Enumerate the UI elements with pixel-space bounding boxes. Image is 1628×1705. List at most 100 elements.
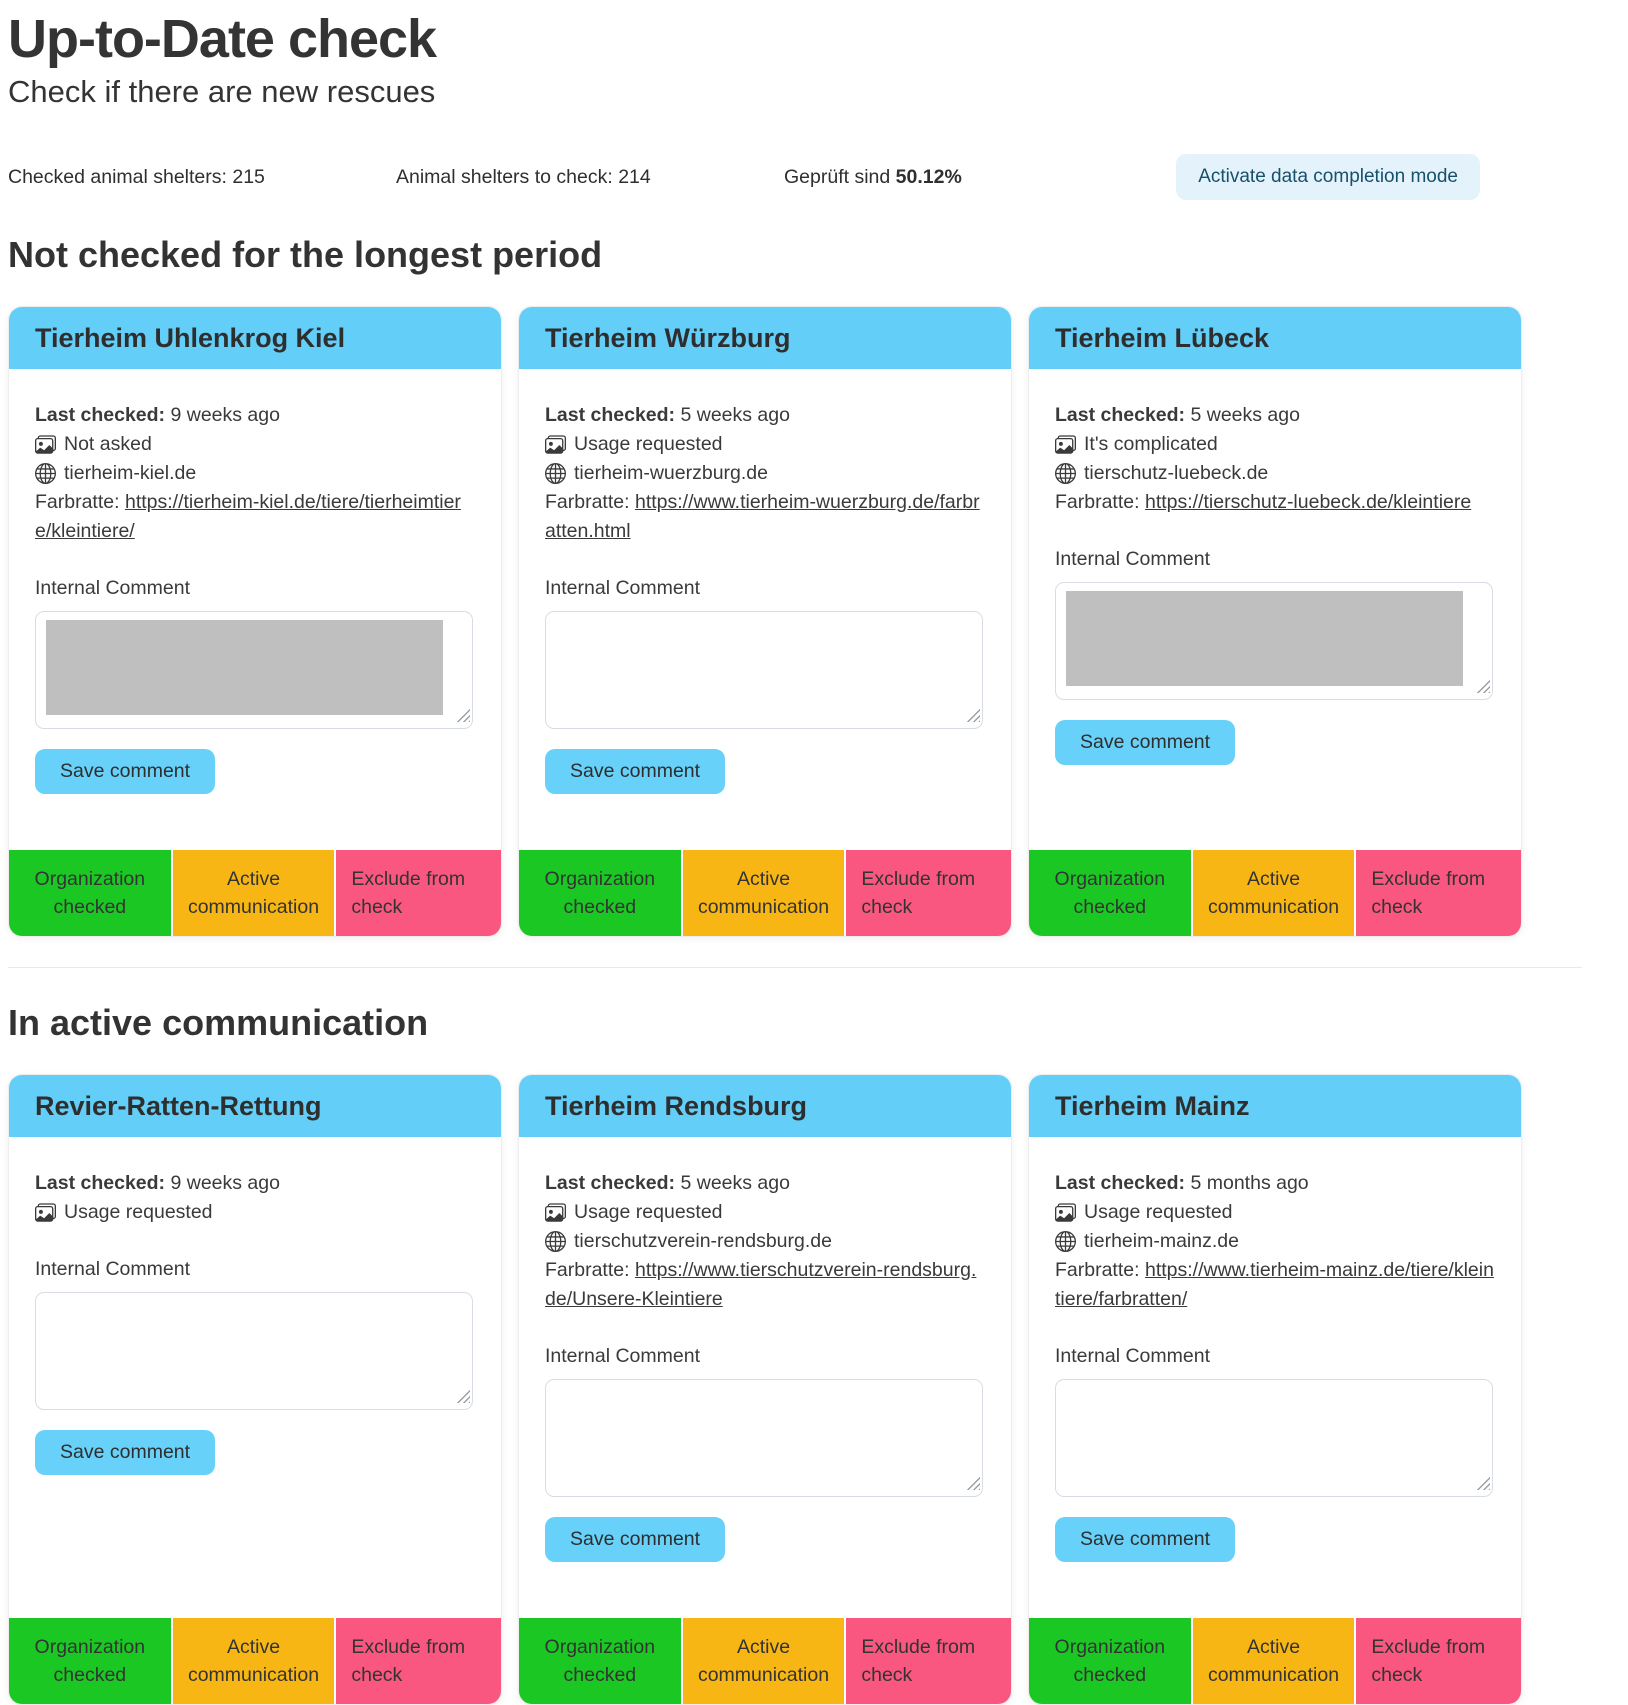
internal-comment-input[interactable]	[35, 1292, 473, 1410]
photo-status: Usage requested	[64, 1201, 213, 1223]
save-comment-button[interactable]: Save comment	[1055, 720, 1236, 765]
internal-comment-input[interactable]	[1055, 582, 1493, 700]
photo-status: Usage requested	[574, 433, 723, 455]
page-title: Up-to-Date check	[8, 9, 437, 69]
save-comment-button[interactable]: Save comment	[35, 1430, 216, 1475]
farbratte-link[interactable]: https://tierheim-kiel.de/tiere/tierheimt…	[35, 491, 461, 542]
globe-icon	[545, 463, 566, 484]
last-checked-label: Last checked:	[35, 404, 166, 426]
photo-status-line: Usage requested	[545, 1198, 985, 1227]
farbratte-link[interactable]: https://tierschutz-luebeck.de/kleintiere	[1144, 491, 1472, 513]
last-checked-line: Last checked: 9 weeks ago	[35, 1169, 475, 1198]
globe-icon	[1055, 463, 1076, 484]
website-line: tierschutzverein-rendsburg.de	[545, 1227, 985, 1256]
shelter-card: Tierheim Würzburg Last checked: 5 weeks …	[518, 306, 1012, 937]
last-checked-label: Last checked:	[545, 404, 676, 426]
exclude-from-check-button[interactable]: Exclude from check	[1356, 1618, 1521, 1704]
exclude-from-check-button[interactable]: Exclude from check	[846, 850, 1011, 936]
card-footer: Organization checked Active communicatio…	[9, 1618, 501, 1704]
activate-data-completion-button[interactable]: Activate data completion mode	[1176, 154, 1480, 200]
internal-comment-label: Internal Comment	[545, 1345, 700, 1367]
shelter-card: Tierheim Uhlenkrog Kiel Last checked: 9 …	[8, 306, 502, 937]
last-checked-line: Last checked: 5 weeks ago	[1055, 401, 1495, 430]
organization-checked-button[interactable]: Organization checked	[1029, 850, 1191, 936]
card-body: Last checked: 5 months ago Usage request…	[1029, 1137, 1521, 1618]
save-comment-button[interactable]: Save comment	[545, 1517, 726, 1562]
stat-value: 215	[232, 165, 265, 188]
internal-comment-input[interactable]	[545, 1379, 983, 1497]
images-icon	[1055, 434, 1076, 455]
photo-status: Usage requested	[574, 1201, 723, 1223]
card-grid: Tierheim Uhlenkrog Kiel Last checked: 9 …	[8, 306, 1522, 937]
active-communication-button[interactable]: Active communication	[682, 1618, 845, 1704]
stat-value: 214	[618, 165, 651, 188]
farbratte-line: Farbratte: https://www.tierheim-wuerzbur…	[545, 488, 985, 546]
active-communication-button[interactable]: Active communication	[172, 850, 335, 936]
images-icon	[545, 434, 566, 455]
internal-comment-label: Internal Comment	[35, 577, 190, 599]
card-body: Last checked: 9 weeks ago Usage requeste…	[9, 1137, 501, 1531]
card-footer: Organization checked Active communicatio…	[1029, 850, 1521, 936]
save-comment-button[interactable]: Save comment	[35, 749, 216, 794]
stat-percent-checked: Geprüft sind 50.12%	[784, 166, 1172, 189]
farbratte-link[interactable]: https://www.tierheim-mainz.de/tiere/klei…	[1055, 1259, 1494, 1310]
exclude-from-check-button[interactable]: Exclude from check	[1356, 850, 1521, 936]
globe-icon	[545, 1231, 566, 1252]
active-communication-button[interactable]: Active communication	[1192, 850, 1355, 936]
last-checked-value: 5 weeks ago	[680, 404, 790, 426]
save-comment-button[interactable]: Save comment	[545, 749, 726, 794]
photo-status-line: Usage requested	[545, 430, 985, 459]
website-line: tierschutz-luebeck.de	[1055, 459, 1495, 488]
last-checked-line: Last checked: 9 weeks ago	[35, 401, 475, 430]
card-footer: Organization checked Active communicatio…	[519, 1618, 1011, 1704]
section-not-checked: Not checked for the longest period Tierh…	[8, 234, 1628, 937]
farbratte-label: Farbratte:	[35, 491, 120, 513]
last-checked-value: 5 weeks ago	[680, 1172, 790, 1194]
internal-comment-wrap	[35, 611, 475, 729]
save-comment-button[interactable]: Save comment	[1055, 1517, 1236, 1562]
photo-status-line: Usage requested	[35, 1198, 475, 1227]
organization-checked-button[interactable]: Organization checked	[519, 1618, 681, 1704]
images-icon	[1055, 1202, 1076, 1223]
active-communication-button[interactable]: Active communication	[1192, 1618, 1355, 1704]
organization-checked-button[interactable]: Organization checked	[9, 850, 171, 936]
internal-comment-input[interactable]	[545, 611, 983, 729]
card-title: Tierheim Mainz	[1055, 1090, 1250, 1121]
active-communication-button[interactable]: Active communication	[172, 1618, 335, 1704]
photo-status: Usage requested	[1084, 1201, 1233, 1223]
exclude-from-check-button[interactable]: Exclude from check	[336, 850, 501, 936]
website-text: tierheim-mainz.de	[1084, 1230, 1239, 1252]
farbratte-link[interactable]: https://www.tierheim-wuerzburg.de/farbra…	[545, 491, 980, 542]
shelter-card: Tierheim Rendsburg Last checked: 5 weeks…	[518, 1074, 1012, 1705]
exclude-from-check-button[interactable]: Exclude from check	[336, 1618, 501, 1704]
internal-comment-wrap	[545, 1379, 985, 1497]
active-communication-button[interactable]: Active communication	[682, 850, 845, 936]
farbratte-line: Farbratte: https://www.tierschutzverein-…	[545, 1256, 985, 1314]
section-title: In active communication	[8, 1002, 429, 1043]
globe-icon	[35, 463, 56, 484]
farbratte-line: Farbratte: https://tierschutz-luebeck.de…	[1055, 488, 1495, 517]
farbratte-link[interactable]: https://www.tierschutzverein-rendsburg.d…	[545, 1259, 977, 1310]
section-active-communication: In active communication Revier-Ratten-Re…	[8, 1002, 1628, 1705]
organization-checked-button[interactable]: Organization checked	[9, 1618, 171, 1704]
internal-comment-input[interactable]	[1055, 1379, 1493, 1497]
internal-comment-wrap	[545, 611, 985, 729]
internal-comment-label: Internal Comment	[35, 1258, 190, 1280]
internal-comment-input[interactable]	[35, 611, 473, 729]
organization-checked-button[interactable]: Organization checked	[519, 850, 681, 936]
stat-label: Geprüft sind	[784, 165, 891, 188]
website-text: tierschutzverein-rendsburg.de	[574, 1230, 832, 1252]
internal-comment-label: Internal Comment	[545, 577, 700, 599]
card-header: Tierheim Würzburg	[519, 307, 1011, 369]
organization-checked-button[interactable]: Organization checked	[1029, 1618, 1191, 1704]
last-checked-value: 5 weeks ago	[1190, 404, 1300, 426]
images-icon	[35, 434, 56, 455]
website-text: tierschutz-luebeck.de	[1084, 462, 1269, 484]
shelter-card: Revier-Ratten-Rettung Last checked: 9 we…	[8, 1074, 502, 1705]
last-checked-label: Last checked:	[545, 1172, 676, 1194]
photo-status: It's complicated	[1084, 433, 1218, 455]
card-header: Tierheim Rendsburg	[519, 1075, 1011, 1137]
last-checked-value: 9 weeks ago	[170, 404, 280, 426]
exclude-from-check-button[interactable]: Exclude from check	[846, 1618, 1011, 1704]
